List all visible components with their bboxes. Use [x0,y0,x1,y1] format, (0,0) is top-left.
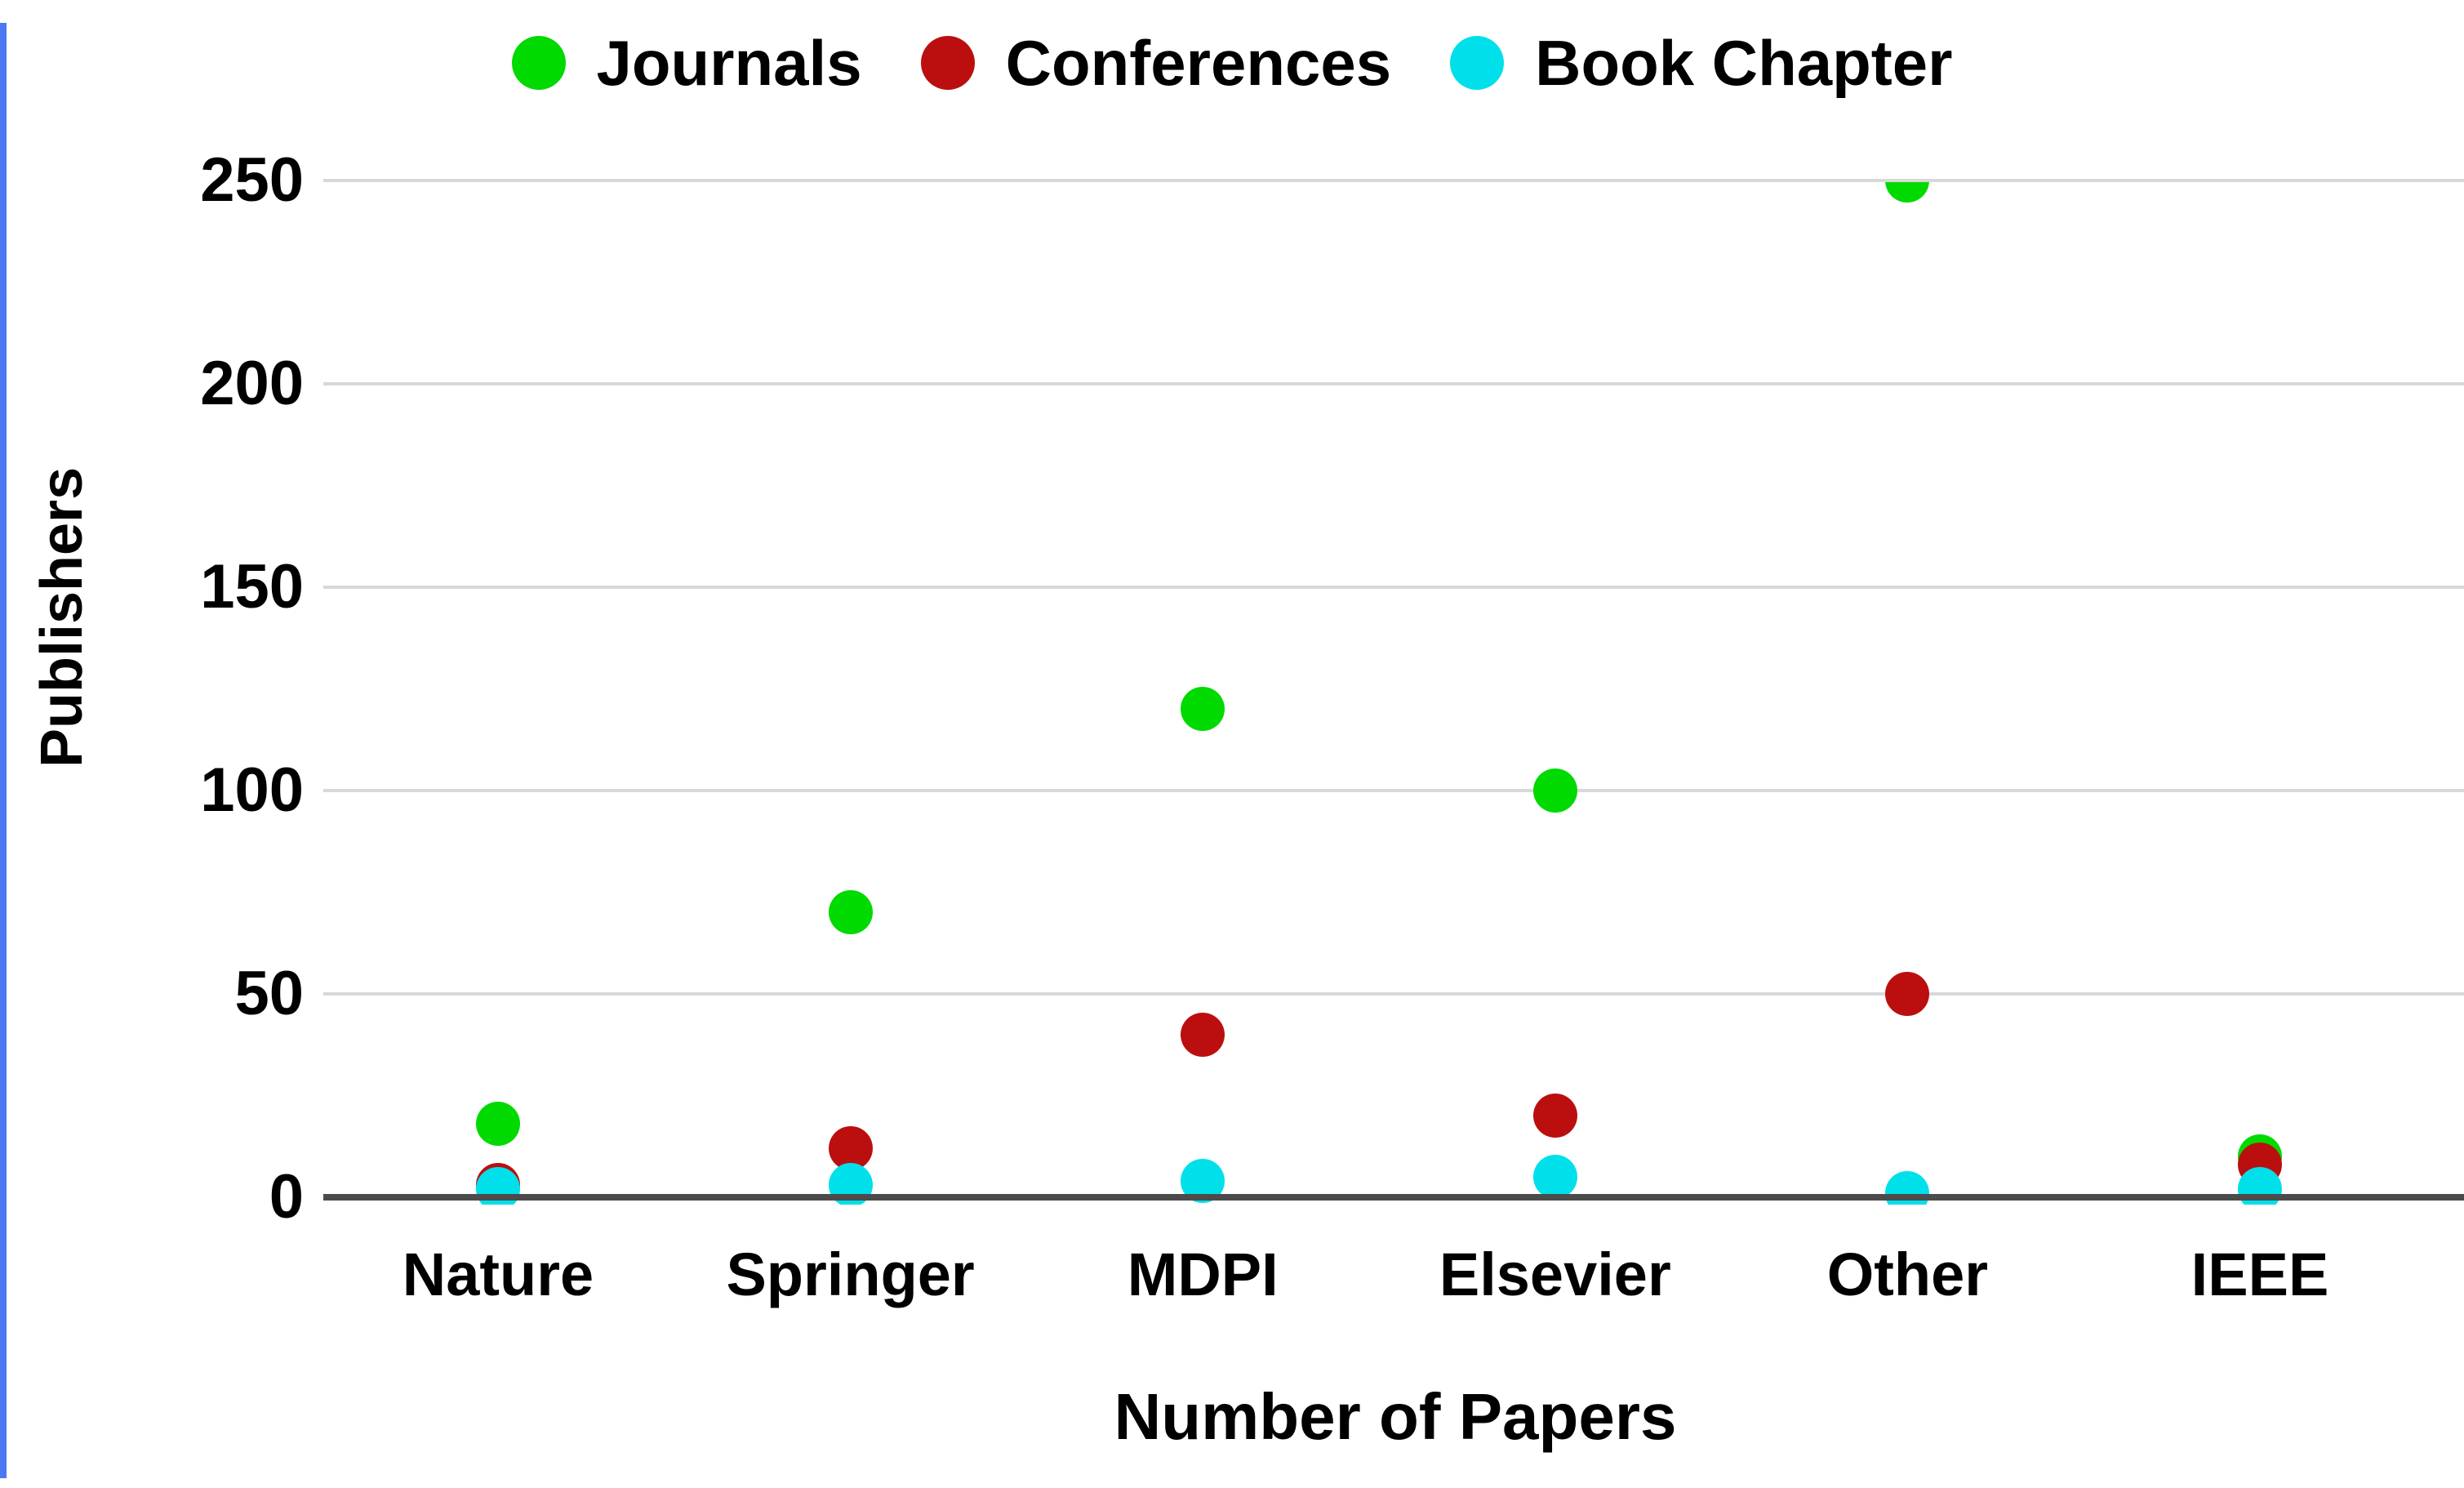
legend-item-journals: Journals [511,27,862,99]
data-point-book-chapter-elsevier [1532,1155,1577,1200]
y-axis-title: Publishers [29,466,95,768]
legend-item-conferences: Conferences [920,27,1392,99]
gridline-200 [323,382,2464,385]
gridline-100 [323,789,2464,792]
gridline-50 [323,992,2464,996]
y-tick-label-50: 50 [234,959,304,1028]
legend-label-conferences: Conferences [1005,27,1392,99]
data-point-journals-springer [828,890,873,935]
data-point-conferences-mdpi [1181,1012,1225,1057]
left-edge-accent-line [0,23,7,1478]
x-tick-label-nature: Nature [402,1241,594,1308]
data-point-conferences-other [1885,972,1930,1016]
legend-label-book-chapter: Book Chapter [1535,27,1953,99]
gridline-150 [323,586,2464,589]
y-tick-label-0: 0 [269,1162,304,1232]
x-tick-label-springer: Springer [726,1241,975,1308]
data-point-journals-other [1885,182,1930,203]
data-point-journals-mdpi [1181,687,1225,732]
y-tick-label-100: 100 [200,755,304,825]
x-tick-label-other: Other [1826,1241,1989,1308]
y-tick-label-250: 250 [200,145,304,215]
legend-swatch-book-chapter [1450,36,1505,90]
x-axis-title: Number of Papers [1114,1380,1677,1453]
legend-label-journals: Journals [596,27,862,99]
legend-item-book-chapter: Book Chapter [1450,27,1953,99]
x-tick-label-elsevier: Elsevier [1439,1241,1671,1308]
legend-swatch-conferences [920,36,975,90]
y-tick-label-200: 200 [200,349,304,418]
gridline-250 [323,179,2464,182]
legend-swatch-journals [511,36,566,90]
chart-legend: Journals Conferences Book Chapter [0,31,2464,95]
data-point-journals-elsevier [1532,769,1577,813]
data-point-conferences-elsevier [1532,1094,1577,1138]
x-tick-label-mdpi: MDPI [1127,1241,1279,1308]
data-point-journals-nature [476,1102,520,1147]
x-tick-label-ieee: IEEE [2190,1241,2329,1308]
y-tick-label-150: 150 [200,552,304,621]
plot-area [0,182,2464,1205]
x-axis-line [323,1194,2464,1201]
